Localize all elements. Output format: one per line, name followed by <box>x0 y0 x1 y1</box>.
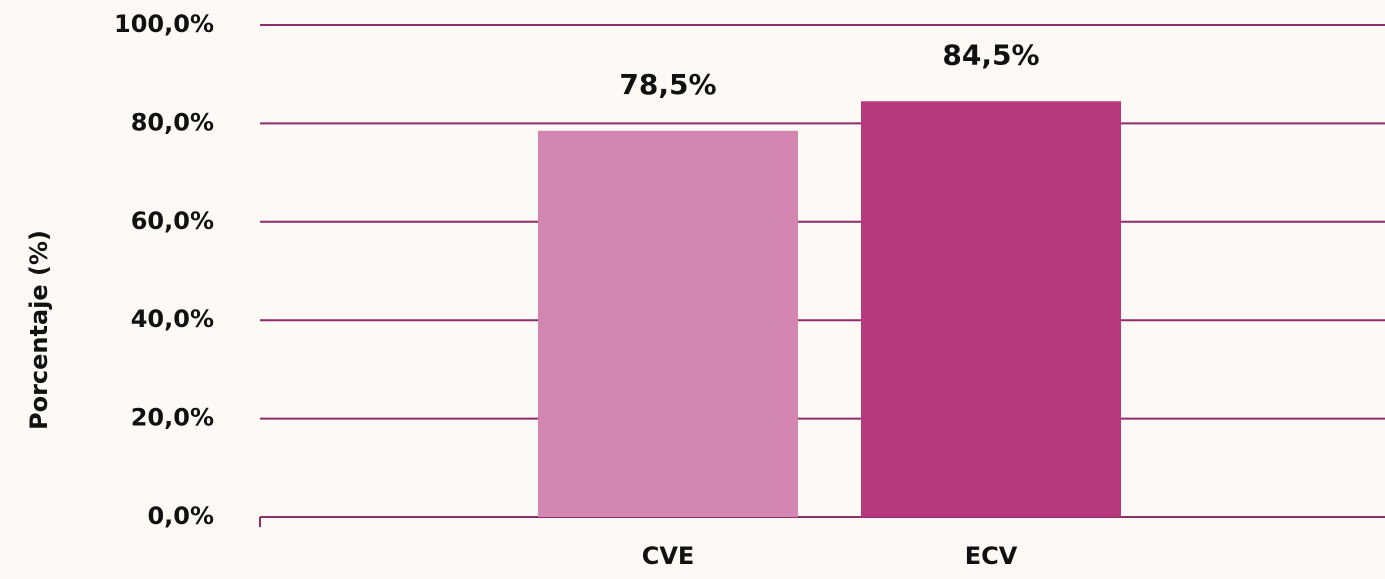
x-tick-label: CVE <box>642 542 695 570</box>
y-tick-label: 80,0% <box>131 108 214 136</box>
y-axis-label: Porcentaje (%) <box>25 230 53 430</box>
value-label: 78,5% <box>619 68 716 101</box>
y-tick-label: 0,0% <box>147 502 214 530</box>
y-tick-label: 100,0% <box>114 10 214 38</box>
value-label: 84,5% <box>942 38 1039 71</box>
bar <box>538 130 798 517</box>
y-tick-label: 40,0% <box>131 305 214 333</box>
x-tick-label: ECV <box>965 542 1018 570</box>
y-tick-label: 60,0% <box>131 207 214 235</box>
y-tick-label: 20,0% <box>131 404 214 432</box>
bar <box>861 101 1121 517</box>
